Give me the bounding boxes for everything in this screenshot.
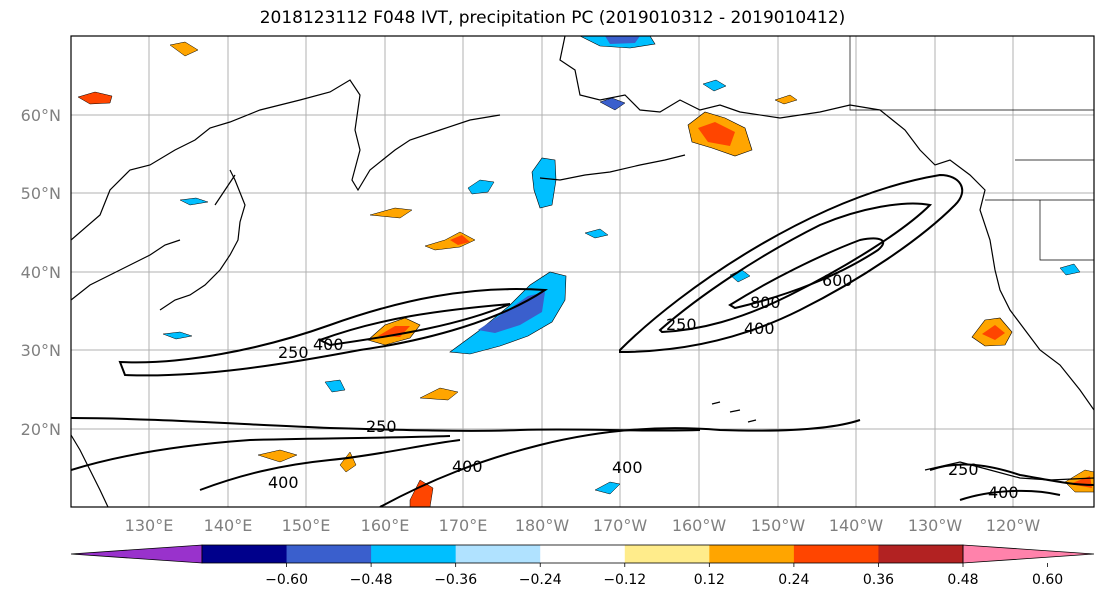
contour-label: 600: [822, 271, 853, 290]
colorbar-tick-label: −0.60: [265, 572, 308, 588]
colorbar-border: [201, 544, 964, 564]
lon-label: 170°W: [593, 516, 648, 535]
contour-label: 400: [268, 473, 299, 492]
colorbar-swatch: [455, 545, 541, 563]
contour-label: 400: [744, 319, 775, 338]
lon-label: 180°W: [515, 516, 570, 535]
borders: [849, 36, 1094, 261]
colorbar-tick-label: −0.36: [434, 572, 477, 588]
lon-label: 130°E: [125, 516, 174, 535]
colorbar-extend-low: [70, 544, 203, 564]
colorbar-tick-label: 0.24: [778, 572, 809, 588]
colorbar-tick-label: −0.12: [603, 572, 646, 588]
contour-label: 400: [612, 458, 643, 477]
latitude-labels: 60°N 50°N 40°N 30°N 20°N: [21, 106, 61, 439]
contour-labels: 250 400 250 400 400 400 250 400 800 600 …: [268, 271, 1019, 502]
lon-label: 160°W: [672, 516, 727, 535]
map-title: 2018123112 F048 IVT, precipitation PC (2…: [259, 8, 846, 28]
contour-label: 250: [948, 460, 979, 479]
lat-label: 40°N: [21, 263, 61, 282]
contour-label: 250: [278, 343, 309, 362]
lon-label: 160°E: [361, 516, 410, 535]
colorbar-swatch: [371, 545, 457, 563]
longitude-labels: 130°E 140°E 150°E 160°E 170°E 180°W 170°…: [125, 516, 1041, 535]
colorbar-swatch: [793, 545, 879, 563]
colorbar-tick-label: 0.12: [694, 572, 725, 588]
lon-label: 120°W: [986, 516, 1041, 535]
contour-label: 800: [750, 293, 781, 312]
contour-label: 400: [988, 483, 1019, 502]
colorbar-tick-label: −0.48: [350, 572, 393, 588]
contour-label: 250: [366, 417, 397, 436]
lon-label: 140°E: [204, 516, 253, 535]
lon-label: 170°E: [439, 516, 488, 535]
lon-label: 140°W: [829, 516, 884, 535]
colorbar-swatch: [709, 545, 795, 563]
colorbar-swatch: [540, 545, 626, 563]
contour-label: 250: [666, 315, 697, 334]
map-frame: [70, 35, 1095, 508]
colorbar-extend-high: [962, 544, 1095, 564]
colorbar-swatch: [878, 545, 964, 563]
lat-label: 20°N: [21, 420, 61, 439]
lat-label: 50°N: [21, 184, 61, 203]
colorbar-tick-label: 0.60: [1032, 572, 1063, 588]
colorbar: [70, 544, 1095, 564]
lon-label: 130°W: [908, 516, 963, 535]
colorbar-tick-label: −0.24: [519, 572, 562, 588]
lat-label: 30°N: [21, 341, 61, 360]
lon-label: 150°W: [751, 516, 806, 535]
coastlines: [71, 36, 1094, 507]
precip-shading: [77, 36, 1094, 507]
lat-label: 60°N: [21, 106, 61, 125]
colorbar-swatch: [202, 545, 288, 563]
colorbar-swatch: [624, 545, 710, 563]
colorbar-tick-label: 0.36: [863, 572, 894, 588]
contour-label: 400: [452, 457, 483, 476]
colorbar-labels: −0.60 −0.48 −0.36 −0.24 −0.12 0.12 0.24 0.36 0.4…: [265, 563, 1063, 588]
lon-label: 150°E: [282, 516, 331, 535]
ivt-contours: [71, 173, 1094, 507]
colorbar-swatch: [286, 545, 372, 563]
colorbar-tick-label: 0.48: [947, 572, 978, 588]
contour-label: 400: [313, 335, 344, 354]
